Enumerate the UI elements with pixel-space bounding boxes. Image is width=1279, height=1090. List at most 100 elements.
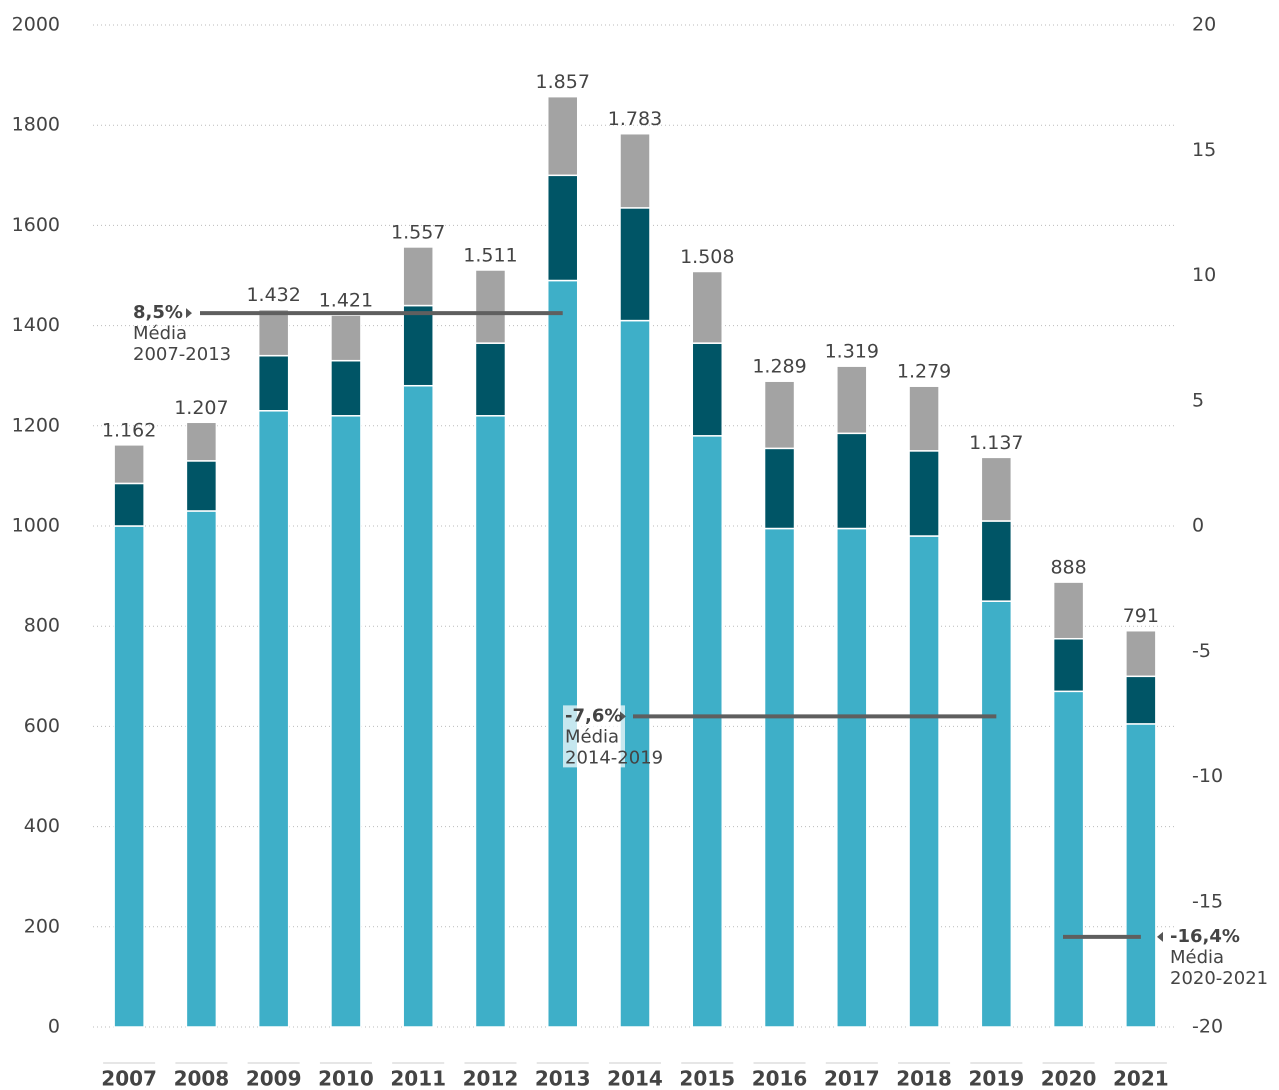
bar-segment xyxy=(980,520,1013,602)
total-label: 1.162 xyxy=(102,419,156,441)
y2-tick-label: -15 xyxy=(1192,890,1223,912)
y2-tick-label: -20 xyxy=(1192,1016,1223,1038)
average-text: Média xyxy=(133,323,187,344)
bar-segment xyxy=(691,435,724,1028)
bar-segment xyxy=(402,246,434,307)
bar-segment xyxy=(619,319,651,1028)
bar-segment xyxy=(908,385,940,452)
total-label: 1.857 xyxy=(536,71,590,93)
y2-tick-label: 10 xyxy=(1192,264,1216,286)
bar-segment xyxy=(474,269,507,344)
x-tick-label: 2021 xyxy=(1113,1067,1169,1090)
total-label: 1.137 xyxy=(969,432,1023,454)
bar-segment xyxy=(185,460,218,512)
x-tick-label: 2018 xyxy=(896,1067,952,1090)
bar-segment xyxy=(546,279,579,1028)
total-label: 791 xyxy=(1123,605,1159,627)
average-period: 2007-2013 xyxy=(133,344,231,365)
bar-segment xyxy=(113,444,145,485)
bar-segment xyxy=(619,207,651,322)
bar-segment xyxy=(836,527,868,1028)
bar-segment xyxy=(1125,723,1157,1028)
y-tick-label: 200 xyxy=(24,915,60,937)
x-tick-label: 2010 xyxy=(318,1067,374,1090)
x-tick-label: 2015 xyxy=(679,1067,735,1090)
bar-segment xyxy=(1052,690,1085,1028)
total-label: 1.289 xyxy=(752,356,806,378)
y-tick-label: 1600 xyxy=(12,214,60,236)
x-tick-label: 2019 xyxy=(968,1067,1024,1090)
pointer xyxy=(1157,931,1163,942)
total-label: 1.511 xyxy=(463,244,517,266)
bar-segment xyxy=(402,384,434,1028)
average-text: Média xyxy=(1170,947,1224,968)
pointer xyxy=(620,711,626,722)
y-tick-label: 400 xyxy=(24,815,60,837)
bar-segment xyxy=(691,342,724,437)
x-tick-label: 2016 xyxy=(752,1067,808,1090)
bar-segment xyxy=(763,380,796,450)
x-tick-label: 2009 xyxy=(246,1067,302,1090)
y-tick-label: 800 xyxy=(24,615,60,637)
y2-tick-label: 5 xyxy=(1192,389,1204,411)
label-backdrop xyxy=(563,705,625,768)
bar-segment xyxy=(763,527,796,1028)
average-period: 2020-2021 xyxy=(1170,968,1268,989)
y-tick-label: 600 xyxy=(24,715,60,737)
y-tick-label: 0 xyxy=(48,1016,60,1038)
average-period: 2014-2019 xyxy=(565,747,663,768)
average-value: 8,5% xyxy=(133,302,183,323)
bar-segment xyxy=(546,174,579,282)
y2-tick-label: 0 xyxy=(1192,515,1204,537)
bar-segment xyxy=(980,456,1013,522)
bar-segment xyxy=(836,365,868,435)
total-label: 1.432 xyxy=(246,284,300,306)
bar-segment xyxy=(546,95,579,177)
average-text: Média xyxy=(565,726,619,747)
bar-segment xyxy=(185,421,218,462)
bar-segment xyxy=(113,482,145,527)
x-tick-label: 2012 xyxy=(463,1067,519,1090)
bar-segment xyxy=(257,308,290,357)
total-label: 1.557 xyxy=(391,221,445,243)
bar-segment xyxy=(402,304,434,387)
bar-segment xyxy=(908,535,940,1028)
bar-segment xyxy=(1052,581,1085,640)
y2-tick-label: 20 xyxy=(1192,14,1216,36)
bar-segment xyxy=(980,600,1013,1028)
bar-segment xyxy=(257,354,290,412)
bar-segment xyxy=(330,415,362,1028)
bar-segment xyxy=(691,270,724,344)
x-tick-label: 2017 xyxy=(824,1067,880,1090)
bar-segment xyxy=(474,342,507,417)
total-label: 1.421 xyxy=(319,290,373,312)
bar-segment xyxy=(185,510,218,1028)
average-value: -16,4% xyxy=(1170,926,1240,947)
total-label: 1.508 xyxy=(680,246,734,268)
x-tick-label: 2011 xyxy=(390,1067,446,1090)
bar-segment xyxy=(113,525,145,1028)
x-tick-label: 2007 xyxy=(101,1067,157,1090)
bar-segment xyxy=(763,447,796,530)
average-value: -7,6% xyxy=(565,705,622,726)
bar-segment xyxy=(330,359,362,417)
total-label: 1.319 xyxy=(825,341,879,363)
y2-tick-label: 15 xyxy=(1192,139,1216,161)
x-tick-label: 2008 xyxy=(174,1067,230,1090)
y2-tick-label: -10 xyxy=(1192,765,1223,787)
bar-segment xyxy=(836,432,868,530)
y-tick-label: 1800 xyxy=(12,114,60,136)
y-tick-label: 1200 xyxy=(12,414,60,436)
bar-segment xyxy=(1125,629,1157,678)
y2-tick-label: -5 xyxy=(1192,640,1211,662)
bar-segment xyxy=(1125,675,1157,725)
y-tick-label: 1400 xyxy=(12,314,60,336)
y-tick-label: 1000 xyxy=(12,515,60,537)
bar-segment xyxy=(1052,637,1085,693)
bar-segment xyxy=(257,410,290,1028)
bar-segment xyxy=(619,132,651,209)
pointer xyxy=(186,308,192,319)
x-tick-label: 2014 xyxy=(607,1067,663,1090)
total-label: 1.207 xyxy=(174,397,228,419)
